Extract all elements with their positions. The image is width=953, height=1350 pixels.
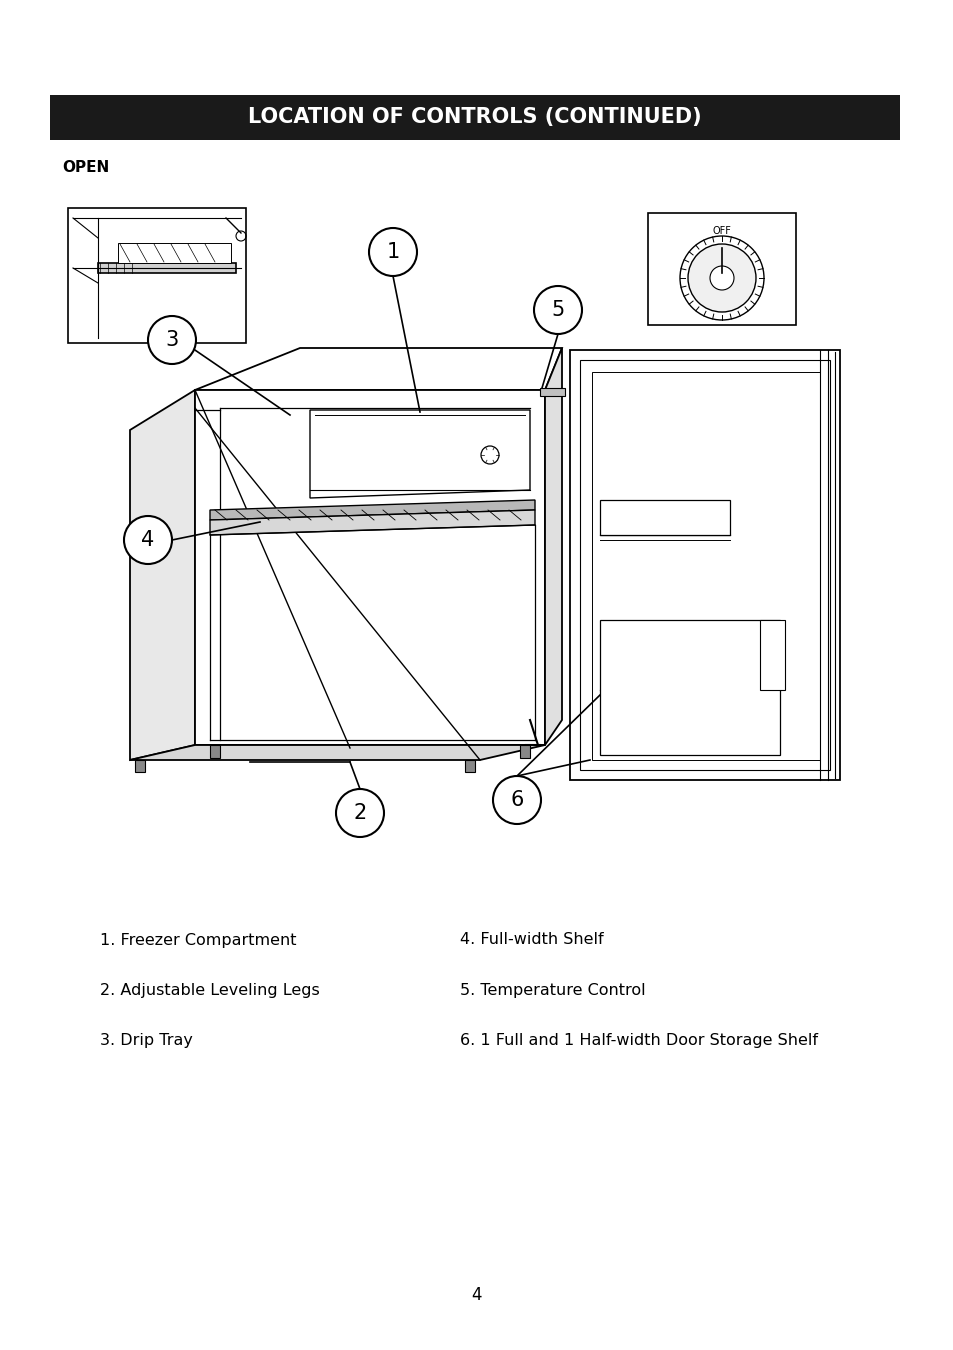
- Text: 1. Freezer Compartment: 1. Freezer Compartment: [100, 933, 296, 948]
- Text: 2: 2: [353, 803, 366, 824]
- Text: OPEN: OPEN: [62, 161, 110, 176]
- Circle shape: [148, 316, 195, 365]
- Polygon shape: [118, 243, 231, 263]
- Text: 6. 1 Full and 1 Half-width Door Storage Shelf: 6. 1 Full and 1 Half-width Door Storage …: [459, 1033, 817, 1048]
- Circle shape: [493, 776, 540, 823]
- Polygon shape: [539, 387, 564, 396]
- Circle shape: [335, 788, 384, 837]
- Text: 3. Drip Tray: 3. Drip Tray: [100, 1033, 193, 1048]
- Polygon shape: [579, 360, 829, 770]
- Polygon shape: [210, 745, 220, 757]
- Polygon shape: [130, 745, 544, 760]
- Polygon shape: [210, 500, 535, 520]
- Circle shape: [124, 516, 172, 564]
- Text: 3: 3: [165, 329, 178, 350]
- Bar: [50, 95, 899, 140]
- Text: 2. Adjustable Leveling Legs: 2. Adjustable Leveling Legs: [100, 983, 319, 998]
- Polygon shape: [599, 500, 729, 535]
- Text: LOCATION OF CONTROLS (CONTINUED): LOCATION OF CONTROLS (CONTINUED): [248, 108, 701, 127]
- Polygon shape: [544, 348, 561, 745]
- Text: 5. Temperature Control: 5. Temperature Control: [459, 983, 645, 998]
- Polygon shape: [210, 510, 535, 535]
- Circle shape: [687, 244, 755, 312]
- Bar: [68, 208, 246, 343]
- Circle shape: [534, 286, 581, 333]
- Circle shape: [709, 266, 733, 290]
- Polygon shape: [599, 620, 780, 755]
- Text: 1: 1: [386, 242, 399, 262]
- Bar: [647, 213, 795, 325]
- Text: 5: 5: [551, 300, 564, 320]
- Polygon shape: [98, 263, 235, 273]
- Polygon shape: [194, 390, 544, 745]
- Text: 4. Full-width Shelf: 4. Full-width Shelf: [459, 933, 603, 948]
- Polygon shape: [194, 348, 561, 390]
- Polygon shape: [464, 760, 475, 772]
- Text: 6: 6: [510, 790, 523, 810]
- Text: 4: 4: [141, 531, 154, 549]
- Text: 4: 4: [471, 1287, 482, 1304]
- Polygon shape: [592, 373, 820, 760]
- Polygon shape: [310, 410, 530, 498]
- Circle shape: [369, 228, 416, 275]
- Polygon shape: [135, 760, 145, 772]
- Text: OFF: OFF: [712, 225, 731, 236]
- Polygon shape: [519, 745, 530, 757]
- Polygon shape: [760, 620, 784, 690]
- Polygon shape: [569, 350, 840, 780]
- Polygon shape: [130, 390, 194, 760]
